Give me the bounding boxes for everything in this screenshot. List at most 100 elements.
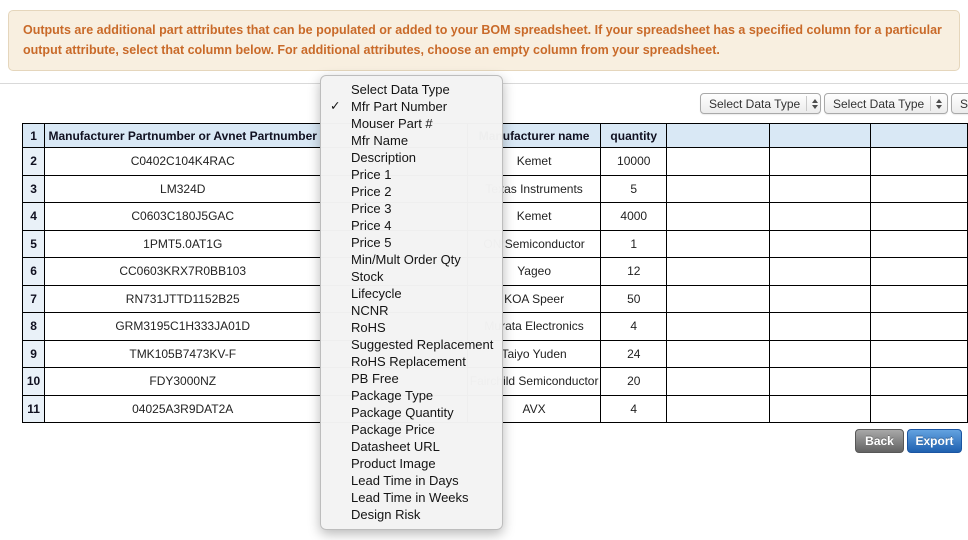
menu-item-label: RoHS — [351, 320, 386, 335]
menu-item-select-data-type[interactable]: Select Data Type — [321, 81, 502, 98]
menu-item-lifecycle[interactable]: Lifecycle — [321, 285, 502, 302]
menu-item-price-1[interactable]: Price 1 — [321, 166, 502, 183]
back-button[interactable]: Back — [855, 429, 904, 453]
menu-item-lead-time-in-days[interactable]: Lead Time in Days — [321, 472, 502, 489]
menu-item-min-mult-order-qty[interactable]: Min/Mult Order Qty — [321, 251, 502, 268]
menu-item-mfr-name[interactable]: Mfr Name — [321, 132, 502, 149]
empty-cell — [869, 257, 968, 286]
quantity-cell: 1 — [600, 229, 668, 258]
empty-cell — [769, 229, 871, 258]
menu-item-label: Package Price — [351, 422, 435, 437]
empty-cell — [869, 394, 968, 423]
header-row-number: 1 — [21, 123, 46, 148]
menu-item-package-type[interactable]: Package Type — [321, 387, 502, 404]
menu-item-rohs-replacement[interactable]: RoHS Replacement — [321, 353, 502, 370]
quantity-cell: 50 — [600, 284, 668, 313]
data-type-menu: Select Data Type ✓ Mfr Part Number Mouser P… — [320, 75, 503, 530]
empty-cell — [869, 174, 968, 203]
row-number-cell: 9 — [21, 339, 46, 368]
stepper-arrows-icon — [930, 96, 943, 111]
menu-item-label: Mouser Part # — [351, 116, 433, 131]
menu-item-price-5[interactable]: Price 5 — [321, 234, 502, 251]
menu-item-product-image[interactable]: Product Image — [321, 455, 502, 472]
menu-item-label: PB Free — [351, 371, 399, 386]
menu-item-label: Lead Time in Days — [351, 473, 459, 488]
empty-cell — [769, 147, 871, 176]
empty-cell — [769, 202, 871, 231]
outputs-info-banner-text: Outputs are additional part attributes t… — [23, 23, 942, 58]
data-type-select-label: Select Data Type — [833, 96, 925, 111]
menu-item-label: Price 4 — [351, 218, 392, 233]
quantity-cell: 4000 — [600, 202, 668, 231]
menu-item-lead-time-in-weeks[interactable]: Lead Time in Weeks — [321, 489, 502, 506]
quantity-cell: 12 — [600, 257, 668, 286]
empty-cell — [666, 339, 771, 368]
menu-item-design-risk[interactable]: Design Risk — [321, 506, 502, 523]
data-type-select-3[interactable]: Select Data Type — [951, 93, 968, 114]
quantity-cell: 4 — [600, 394, 668, 423]
menu-item-mfr-part-number[interactable]: ✓ Mfr Part Number — [321, 98, 502, 115]
menu-item-suggested-replacement[interactable]: Suggested Replacement — [321, 336, 502, 353]
row-number-cell: 4 — [21, 202, 46, 231]
part-number-cell: C0402C104K4RAC — [44, 147, 322, 176]
menu-item-label: Select Data Type — [351, 82, 450, 97]
empty-cell — [869, 339, 968, 368]
empty-cell — [769, 284, 871, 313]
menu-item-price-2[interactable]: Price 2 — [321, 183, 502, 200]
header-part-number: Manufacturer Partnumber or Avnet Partnum… — [44, 123, 322, 148]
quantity-cell: 4 — [600, 312, 668, 341]
menu-item-ncnr[interactable]: NCNR — [321, 302, 502, 319]
menu-item-label: Mfr Name — [351, 133, 409, 148]
table-row: 3 LM324D Texas Instruments 5 — [21, 174, 968, 203]
part-number-cell: RN731JTTD1152B25 — [44, 284, 322, 313]
empty-cell — [769, 174, 871, 203]
empty-cell — [869, 367, 968, 396]
menu-item-label: Package Type — [351, 388, 434, 403]
menu-item-label: RoHS Replacement — [351, 354, 466, 369]
menu-item-label: Price 2 — [351, 184, 392, 199]
header-empty-column — [666, 123, 771, 148]
menu-item-label: Design Risk — [351, 507, 421, 522]
menu-item-stock[interactable]: Stock — [321, 268, 502, 285]
menu-item-mouser-part[interactable]: Mouser Part # — [321, 115, 502, 132]
menu-item-label: Package Quantity — [351, 405, 454, 420]
menu-item-label: Lead Time in Weeks — [351, 490, 469, 505]
menu-item-description[interactable]: Description — [321, 149, 502, 166]
header-empty-column — [869, 123, 968, 148]
quantity-cell: 20 — [600, 367, 668, 396]
menu-item-label: Price 3 — [351, 201, 392, 216]
part-number-cell: GRM3195C1H333JA01D — [44, 312, 322, 341]
empty-cell — [666, 394, 771, 423]
empty-cell — [666, 202, 771, 231]
menu-item-pb-free[interactable]: PB Free — [321, 370, 502, 387]
menu-item-package-quantity[interactable]: Package Quantity — [321, 404, 502, 421]
empty-cell — [666, 284, 771, 313]
quantity-cell: 10000 — [600, 147, 668, 176]
header-quantity: quantity — [600, 123, 668, 148]
stepper-arrows-icon — [806, 96, 819, 111]
menu-item-package-price[interactable]: Package Price — [321, 421, 502, 438]
empty-cell — [869, 147, 968, 176]
empty-cell — [666, 147, 771, 176]
empty-cell — [869, 202, 968, 231]
row-number-cell: 7 — [21, 284, 46, 313]
menu-item-datasheet-url[interactable]: Datasheet URL — [321, 438, 502, 455]
menu-item-price-4[interactable]: Price 4 — [321, 217, 502, 234]
menu-item-label: Stock — [351, 269, 384, 284]
menu-item-label: Lifecycle — [351, 286, 402, 301]
menu-item-rohs[interactable]: RoHS — [321, 319, 502, 336]
export-button[interactable]: Export — [907, 429, 962, 453]
quantity-cell: 5 — [600, 174, 668, 203]
data-type-select-2[interactable]: Select Data Type — [824, 93, 948, 114]
data-type-select-1[interactable]: Select Data Type — [700, 93, 821, 114]
empty-cell — [769, 339, 871, 368]
row-number-cell: 2 — [21, 147, 46, 176]
header-empty-column — [769, 123, 871, 148]
part-number-cell: FDY3000NZ — [44, 367, 322, 396]
empty-cell — [769, 394, 871, 423]
empty-cell — [666, 229, 771, 258]
empty-cell — [869, 312, 968, 341]
menu-item-label: Suggested Replacement — [351, 337, 494, 352]
data-type-select-label: Select Data Type — [960, 96, 968, 111]
menu-item-price-3[interactable]: Price 3 — [321, 200, 502, 217]
